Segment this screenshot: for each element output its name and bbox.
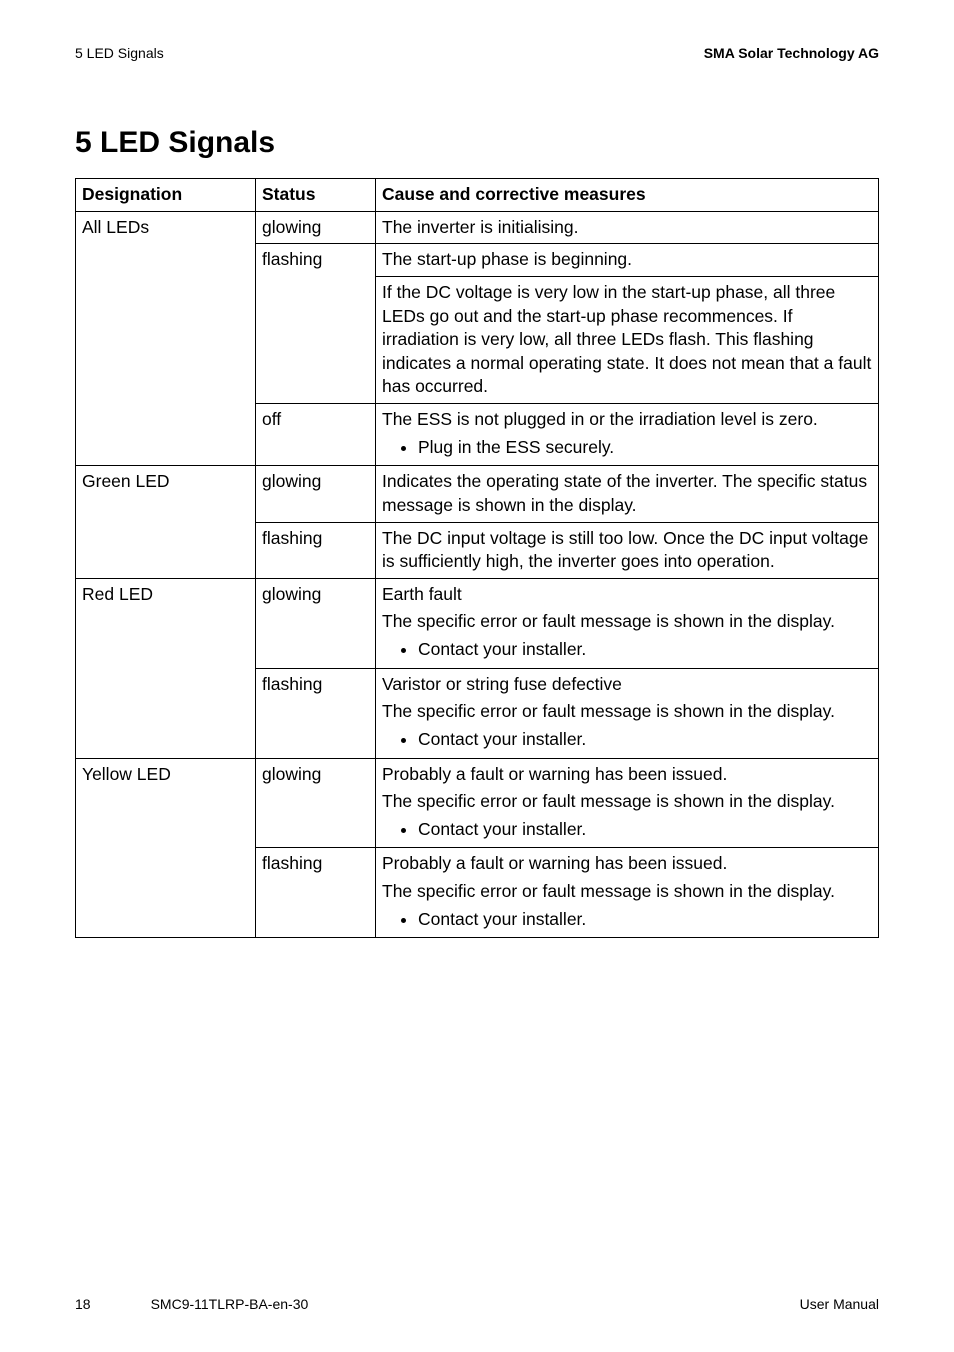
bullet-item: Contact your installer. (418, 908, 872, 932)
footer-page-number: 18 (75, 1296, 91, 1312)
cell-text: The ESS is not plugged in or the irradia… (382, 408, 872, 432)
cell-cause: Varistor or string fuse defective The sp… (376, 668, 879, 758)
cell-designation: Red LED (76, 578, 256, 758)
bullet-item: Plug in the ESS securely. (418, 436, 872, 460)
cell-cause: The inverter is initialising. (376, 211, 879, 244)
cell-status: flashing (256, 668, 376, 758)
footer-left-group: 18 SMC9-11TLRP-BA-en-30 (75, 1296, 308, 1312)
table-row: Red LED glowing Earth fault The specific… (76, 578, 879, 668)
cell-cause: The DC input voltage is still too low. O… (376, 522, 879, 578)
bullet-list: Plug in the ESS securely. (382, 436, 872, 460)
cell-cause: The start-up phase is beginning. (376, 244, 879, 277)
cell-text: The specific error or fault message is s… (382, 610, 872, 634)
cell-text: Earth fault (382, 583, 872, 607)
cell-status: glowing (256, 466, 376, 522)
cell-cause: The ESS is not plugged in or the irradia… (376, 404, 879, 466)
page-header: 5 LED Signals SMA Solar Technology AG (75, 45, 879, 61)
header-designation: Designation (76, 179, 256, 212)
cell-status: flashing (256, 522, 376, 578)
led-signals-table: Designation Status Cause and corrective … (75, 178, 879, 938)
bullet-list: Contact your installer. (382, 908, 872, 932)
section-title: 5 LED Signals (75, 126, 879, 160)
page-footer: 18 SMC9-11TLRP-BA-en-30 User Manual (75, 1296, 879, 1312)
cell-designation: All LEDs (76, 211, 256, 466)
table-row: All LEDs glowing The inverter is initial… (76, 211, 879, 244)
table-header-row: Designation Status Cause and corrective … (76, 179, 879, 212)
bullet-list: Contact your installer. (382, 818, 872, 842)
cell-text: The specific error or fault message is s… (382, 880, 872, 904)
cell-status: flashing (256, 244, 376, 404)
cell-status: glowing (256, 758, 376, 848)
header-left: 5 LED Signals (75, 45, 164, 61)
header-cause: Cause and corrective measures (376, 179, 879, 212)
header-status: Status (256, 179, 376, 212)
cell-status: glowing (256, 578, 376, 668)
table-row: Yellow LED glowing Probably a fault or w… (76, 758, 879, 848)
cell-cause: Probably a fault or warning has been iss… (376, 848, 879, 938)
cell-text: The specific error or fault message is s… (382, 790, 872, 814)
cell-cause: Probably a fault or warning has been iss… (376, 758, 879, 848)
cell-cause: Earth fault The specific error or fault … (376, 578, 879, 668)
footer-right: User Manual (800, 1296, 879, 1312)
footer-doc-code: SMC9-11TLRP-BA-en-30 (151, 1296, 309, 1312)
bullet-list: Contact your installer. (382, 728, 872, 752)
bullet-item: Contact your installer. (418, 638, 872, 662)
cell-text: The specific error or fault message is s… (382, 700, 872, 724)
cell-designation: Green LED (76, 466, 256, 579)
bullet-list: Contact your installer. (382, 638, 872, 662)
bullet-item: Contact your installer. (418, 728, 872, 752)
cell-text: Probably a fault or warning has been iss… (382, 763, 872, 787)
bullet-item: Contact your installer. (418, 818, 872, 842)
cell-cause: Indicates the operating state of the inv… (376, 466, 879, 522)
cell-status: glowing (256, 211, 376, 244)
cell-cause: If the DC voltage is very low in the sta… (376, 276, 879, 403)
cell-text: Varistor or string fuse defective (382, 673, 872, 697)
header-right: SMA Solar Technology AG (704, 45, 879, 61)
cell-designation: Yellow LED (76, 758, 256, 938)
cell-status: off (256, 404, 376, 466)
cell-text: Probably a fault or warning has been iss… (382, 852, 872, 876)
page: 5 LED Signals SMA Solar Technology AG 5 … (0, 0, 954, 1352)
table-row: Green LED glowing Indicates the operatin… (76, 466, 879, 522)
cell-status: flashing (256, 848, 376, 938)
